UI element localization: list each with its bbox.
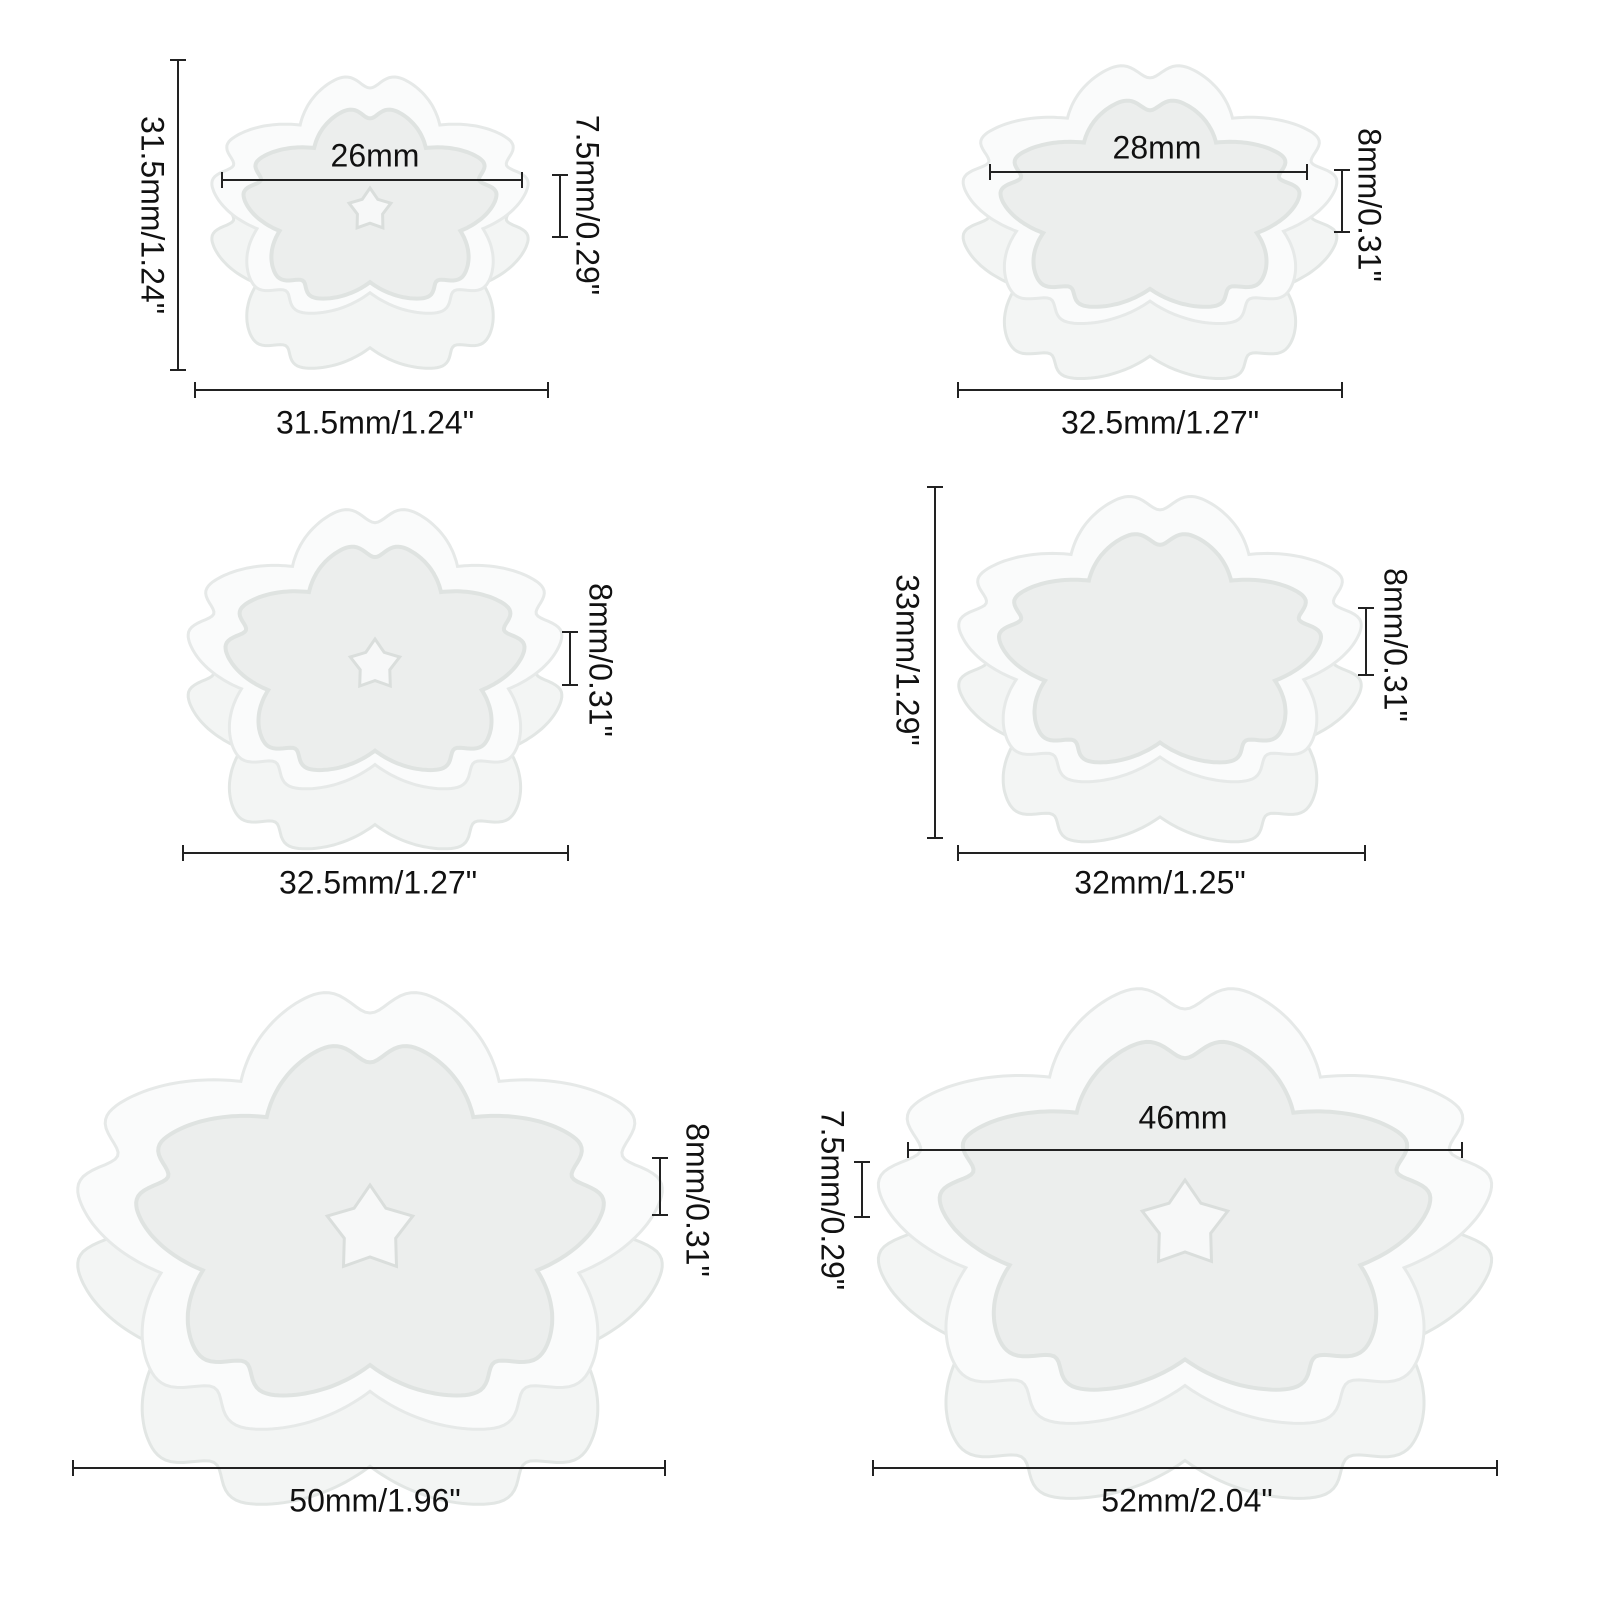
dimension-label: 8mm/0.31" [583,583,619,737]
mold [876,987,1494,1500]
mold-star [324,1182,416,1269]
mold-star [1139,1177,1231,1264]
dimension-width: 32.5mm/1.27" [957,382,1343,440]
mold [961,64,1339,380]
dimension-label: 7.5mm/0.29" [570,115,606,295]
dimension-height: 31.5mm/1.24" [135,59,186,371]
dimension-label: 28mm [1113,129,1202,165]
dimension-label: 7.5mm/0.29" [815,1110,851,1290]
dimension-inner: 26mm [221,137,523,188]
dimension-width: 52mm/2.04" [872,1460,1498,1518]
mold-cavity [996,532,1324,765]
mold-star [346,185,394,230]
dimension-label: 32mm/1.25" [1074,864,1245,900]
dimension-label: 8mm/0.31" [680,1123,716,1277]
dimension-label: 32.5mm/1.27" [1061,404,1259,440]
dimension-depth: 8mm/0.31" [652,1123,716,1277]
dimension-label: 31.5mm/1.24" [276,404,474,440]
dimension-label: 32.5mm/1.27" [279,864,477,900]
dimension-label: 50mm/1.96" [289,1482,460,1518]
dimension-width: 32.5mm/1.27" [182,845,569,900]
dimension-depth: 8mm/0.31" [1334,128,1388,282]
dimension-height: 33mm/1.29" [890,486,943,839]
dimension-label: 8mm/0.31" [1352,128,1388,282]
dimension-inner: 46mm [907,1099,1463,1158]
dimension-depth: 8mm/0.31" [562,583,619,737]
mold [186,508,564,851]
dimension-width: 32mm/1.25" [957,845,1366,900]
mold-cavity [998,98,1302,309]
dimension-label: 52mm/2.04" [1101,1482,1272,1518]
dimension-width: 31.5mm/1.24" [194,382,549,440]
dimension-label: 31.5mm/1.24" [135,116,171,314]
dimension-label: 26mm [331,137,420,173]
dimension-inner: 28mm [989,129,1308,180]
dimension-width: 50mm/1.96" [72,1460,666,1518]
mold [76,991,664,1506]
mold [210,75,530,370]
dimension-depth: 7.5mm/0.29" [552,115,606,295]
mold-star [347,636,403,689]
dimension-label: 46mm [1139,1099,1228,1135]
dimension-depth: 7.5mm/0.29" [815,1110,870,1290]
dimension-label: 33mm/1.29" [890,574,926,745]
mold [957,494,1363,844]
dimension-label: 8mm/0.31" [1378,568,1414,722]
dimension-depth: 8mm/0.31" [1358,568,1414,722]
